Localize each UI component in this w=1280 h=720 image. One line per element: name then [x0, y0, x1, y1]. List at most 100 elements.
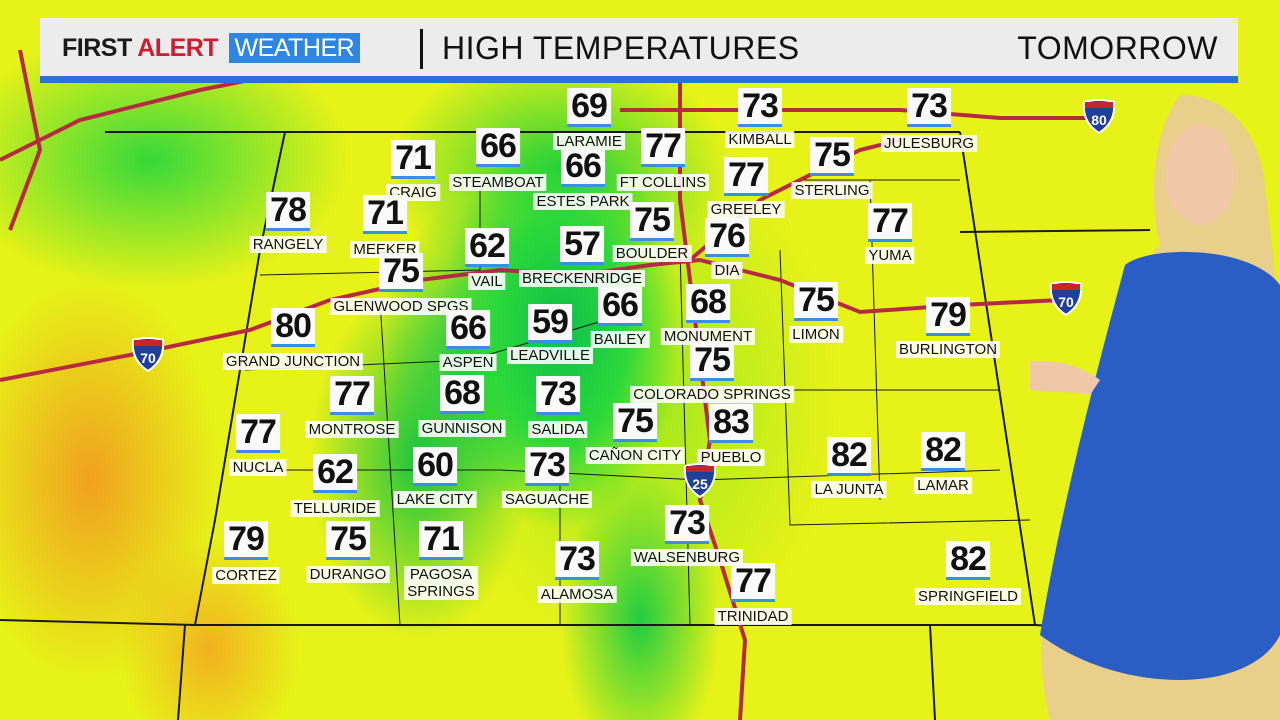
- temperature-value: 82: [921, 432, 965, 471]
- city-name: CAÑON CITY: [585, 447, 685, 464]
- temperature-value: 82: [946, 541, 990, 580]
- city-name: RANGELY: [249, 236, 327, 253]
- temperature-value: 66: [561, 148, 605, 187]
- temperature-value: 75: [613, 403, 657, 442]
- temperature-value: 62: [465, 228, 509, 267]
- temperature-value: 62: [313, 454, 357, 493]
- city-name: GUNNISON: [418, 420, 506, 437]
- header-bar: FIRST ALERT WEATHER HIGH TEMPERATURES TO…: [40, 18, 1238, 83]
- city-name: DURANGO: [306, 566, 390, 583]
- temperature-value: 79: [926, 297, 970, 336]
- city-name: PAGOSA SPRINGS: [404, 566, 478, 600]
- city-name: TRINIDAD: [714, 608, 792, 625]
- page-title: HIGH TEMPERATURES: [442, 30, 800, 66]
- temperature-value: 60: [413, 447, 457, 486]
- city-name: KIMBALL: [725, 131, 795, 148]
- svg-text:80: 80: [1091, 112, 1107, 128]
- temperature-value: 73: [525, 447, 569, 486]
- temperature-value: 73: [665, 505, 709, 544]
- city-name: LIMON: [789, 326, 843, 343]
- temperature-value: 78: [266, 192, 310, 231]
- city-name: TELLURIDE: [290, 500, 380, 517]
- brand-alert: ALERT: [137, 34, 219, 62]
- temperature-value: 77: [868, 203, 912, 242]
- temperature-value: 73: [536, 376, 580, 415]
- temperature-value: 80: [271, 308, 315, 347]
- city-name: ASPEN: [439, 354, 497, 371]
- svg-text:70: 70: [1058, 294, 1074, 310]
- temperature-value: 83: [709, 404, 753, 443]
- city-name: CORTEZ: [212, 567, 280, 584]
- city-name: PUEBLO: [697, 449, 765, 466]
- city-name: MONTROSE: [305, 421, 399, 438]
- temperature-value: 79: [224, 521, 268, 560]
- interstate-shield-icon: 80: [1082, 99, 1116, 134]
- city-name: WALSENBURG: [630, 549, 744, 566]
- city-name: VAIL: [468, 273, 506, 290]
- svg-text:25: 25: [692, 476, 708, 492]
- city-name: FT COLLINS: [616, 174, 710, 191]
- presenter: [1030, 95, 1280, 720]
- city-name: BAILEY: [590, 331, 650, 348]
- temperature-value: 77: [236, 414, 280, 453]
- divider: [420, 29, 423, 69]
- temperature-value: 73: [907, 88, 951, 127]
- temperature-value: 77: [641, 128, 685, 167]
- temperature-value: 73: [555, 541, 599, 580]
- city-name: LAMAR: [914, 477, 972, 494]
- city-name: SPRINGFIELD: [914, 588, 1022, 605]
- temperature-value: 68: [686, 284, 730, 323]
- city-name: COLORADO SPRINGS: [630, 386, 794, 403]
- city-name: GREELEY: [707, 201, 785, 218]
- temperature-value: 71: [363, 195, 407, 234]
- city-name: MONUMENT: [660, 328, 756, 345]
- city-name: ESTES PARK: [533, 193, 633, 210]
- interstate-shield-icon: 70: [131, 337, 165, 372]
- city-name: BURLINGTON: [895, 341, 1001, 358]
- city-name: BOULDER: [612, 245, 692, 262]
- brand-logo: FIRST ALERT WEATHER: [62, 33, 361, 63]
- city-name: STERLING: [791, 182, 873, 199]
- temperature-value: 73: [738, 88, 782, 127]
- city-name: STEAMBOAT: [449, 174, 547, 191]
- city-name: LEADVILLE: [506, 347, 594, 364]
- temperature-value: 82: [827, 437, 871, 476]
- city-name: GLENWOOD SPGS: [330, 298, 472, 315]
- temperature-value: 75: [630, 202, 674, 241]
- brand-first: FIRST: [62, 34, 132, 62]
- interstate-shield-icon: 70: [1049, 281, 1083, 316]
- city-name: LA JUNTA: [811, 481, 887, 498]
- city-name: BRECKENRIDGE: [518, 270, 646, 287]
- city-name: JULESBURG: [880, 135, 978, 152]
- temperature-value: 77: [724, 157, 768, 196]
- temperature-value: 77: [330, 376, 374, 415]
- temperature-value: 75: [794, 282, 838, 321]
- city-name: YUMA: [865, 247, 915, 264]
- forecast-period: TOMORROW: [1017, 30, 1218, 66]
- city-name: GRAND JUNCTION: [222, 353, 364, 370]
- temperature-value: 77: [731, 563, 775, 602]
- city-name: SAGUACHE: [501, 491, 593, 508]
- temperature-value: 66: [446, 310, 490, 349]
- temperature-value: 75: [810, 137, 854, 176]
- county-lines: [235, 179, 1031, 626]
- temperature-value: 68: [440, 375, 484, 414]
- temperature-value: 75: [379, 253, 423, 292]
- temperature-value: 57: [560, 226, 604, 265]
- temperature-value: 75: [690, 342, 734, 381]
- temperature-value: 76: [705, 218, 749, 257]
- city-name: DIA: [711, 262, 743, 279]
- city-name: LARAMIE: [553, 133, 625, 150]
- brand-weather: WEATHER: [228, 33, 361, 63]
- interstate-shield-icon: 25: [683, 463, 717, 498]
- temperature-value: 71: [391, 140, 435, 179]
- city-name: SALIDA: [528, 421, 588, 438]
- temperature-value: 66: [598, 287, 642, 326]
- temperature-value: 69: [567, 88, 611, 127]
- temperature-value: 75: [326, 521, 370, 560]
- city-name: ALAMOSA: [537, 586, 617, 603]
- temperature-value: 66: [476, 128, 520, 167]
- svg-text:70: 70: [140, 350, 156, 366]
- city-name: LAKE CITY: [393, 491, 477, 508]
